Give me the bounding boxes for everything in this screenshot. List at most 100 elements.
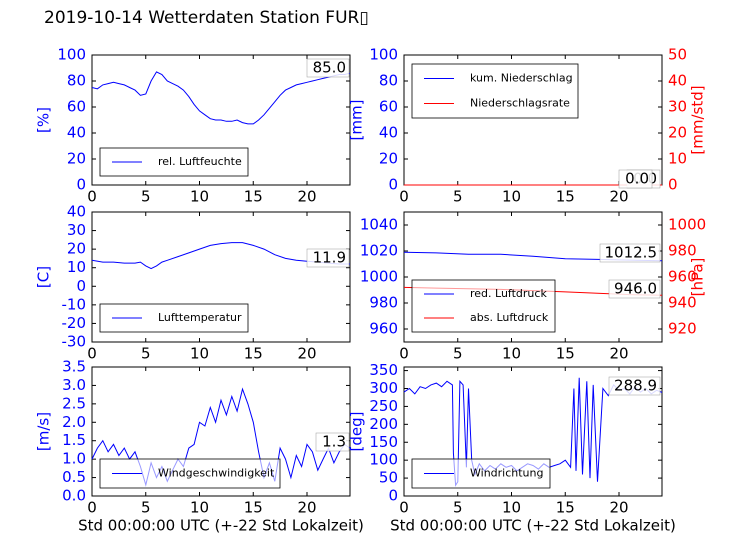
humidity-latest-value: 85.0 [313,59,346,77]
precip-latest-value-2: 0.0 [625,170,649,188]
winddir-y-tick-label: 100 [369,451,398,469]
precip-latest-value-2-box [618,169,653,189]
pressure-x-tick-label: 20 [609,345,628,363]
wind-legend-label: Windgeschwindigkeit [158,467,275,480]
precip-x-tick-label: 5 [453,188,463,206]
pressure-legend-box [411,279,556,333]
winddir-y-tick-label: 150 [369,433,398,451]
wind-x-tick-label: 20 [297,499,316,517]
winddir-y-tick-label: 200 [369,415,398,433]
temp-x-tick-label: 10 [190,345,209,363]
chart-title: 2019-10-14 Wetterdaten Station FUR▯ [44,8,369,28]
humidity-x-tick-label: 20 [297,188,316,206]
temp-y-tick-label: 0 [76,277,86,295]
pressure-legend-label: abs. Luftdruck [470,311,549,324]
winddir-y-tick-label: 50 [379,469,398,487]
humidity-x-tick-label: 0 [87,188,97,206]
winddir-plot-frame [403,366,663,497]
winddir-y-tick-label: 250 [369,397,398,415]
precip-y-tick-label: 40 [379,124,398,142]
precip-y2-tick-label: 30 [668,98,687,116]
precip-y2-tick-label: 20 [668,124,687,142]
temp-x-tick-label: 20 [297,345,316,363]
winddir-latest-value-box [608,376,661,396]
pressure-latest-value-2-box [608,279,661,299]
precip-legend-box [411,63,579,119]
wind-y-tick-label: 0.5 [62,468,86,486]
wind-plot-frame [91,366,351,497]
precip-legend-label: kum. Niederschlag [470,72,573,85]
precip-y-tick-label: 20 [379,150,398,168]
pressure-y2-tick-label: 940 [668,294,697,312]
pressure-x-tick-label: 15 [556,345,575,363]
winddir-y-tick-label: 300 [369,379,398,397]
pressure-y2-axis-label: [hPa] [689,258,707,297]
temp-y-tick-label: 20 [67,240,86,258]
winddir-x-axis-label: Std 00:00:00 UTC (+-22 Std Lokalzeit) [390,517,676,535]
precip-y2-tick-label: 10 [668,150,687,168]
pressure-y2-tick-label: 1000 [668,216,706,234]
humidity-plot-frame [91,54,351,186]
precip-y-axis-label: [mm] [348,100,366,141]
pressure-y-tick-label: 960 [369,320,398,338]
humidity-latest-value-box [306,58,350,78]
wind-y-tick-label: 1.0 [62,450,86,468]
temp-y-tick-label: 30 [67,221,86,239]
humidity-y-tick-label: 20 [67,150,86,168]
precip-x-tick-label: 10 [502,188,521,206]
precip-y2-tick-label: 50 [668,46,687,64]
pressure-y-tick-label: 1000 [360,268,398,286]
precip-y-tick-label: 0 [388,176,398,194]
wind-y-axis-label: [m/s] [35,412,53,451]
humidity-y-axis-label: [%] [35,107,53,133]
wind-x-tick-label: 5 [141,499,151,517]
pressure-legend-label: red. Luftdruck [470,287,547,300]
precip-y-tick-label: 80 [379,72,398,90]
pressure-y2-tick-label: 920 [668,320,697,338]
wind-x-tick-label: 15 [244,499,263,517]
winddir-x-tick-label: 5 [453,499,463,517]
wind-y-tick-label: 1.5 [62,431,86,449]
wind-latest-value: 1.3 [322,433,346,451]
temp-x-tick-label: 5 [141,345,151,363]
humidity-y-tick-label: 100 [57,46,86,64]
temp-y-axis-label: [C] [35,266,53,288]
pressure-x-tick-label: 0 [399,345,409,363]
wind-series-line [91,387,351,487]
precip-x-tick-label: 15 [556,188,575,206]
wind-y-tick-label: 2.0 [62,413,86,431]
pressure-y2-tick-label: 960 [668,268,697,286]
winddir-legend-label: Windrichtung [470,467,543,480]
pressure-latest-value-box [599,243,661,263]
humidity-series-line [91,71,351,125]
temp-latest-value: 11.9 [313,249,346,267]
pressure-x-tick-label: 5 [453,345,463,363]
wind-x-tick-label: 10 [190,499,209,517]
humidity-y-tick-label: 40 [67,124,86,142]
temp-x-tick-label: 0 [87,345,97,363]
pressure-y-tick-label: 980 [369,294,398,312]
precip-x-tick-label: 0 [399,188,409,206]
humidity-legend-label: rel. Luftfeuchte [158,155,242,168]
wind-y-tick-label: 3.0 [62,376,86,394]
temp-y-tick-label: -20 [62,314,87,332]
pressure-y-tick-label: 1040 [360,216,398,234]
precip-y2-tick-label: 40 [668,72,687,90]
pressure-x-tick-label: 10 [502,345,521,363]
wind-y-tick-label: 2.5 [62,394,86,412]
temp-series-line [91,242,350,270]
temp-legend-label: Lufttemperatur [158,311,242,324]
humidity-y-tick-label: 60 [67,98,86,116]
humidity-x-tick-label: 5 [141,188,151,206]
temp-y-tick-label: -30 [62,333,87,351]
precip-y-tick-label: 60 [379,98,398,116]
wind-x-tick-label: 0 [87,499,97,517]
precip-y-tick-label: 100 [369,46,398,64]
humidity-x-tick-label: 10 [190,188,209,206]
wind-y-tick-label: 3.5 [62,358,86,376]
pressure-y-tick-label: 1020 [360,242,398,260]
pressure-y2-tick-label: 980 [668,242,697,260]
temp-plot-frame [91,211,351,343]
pressure-latest-value-2: 946.0 [614,280,657,298]
